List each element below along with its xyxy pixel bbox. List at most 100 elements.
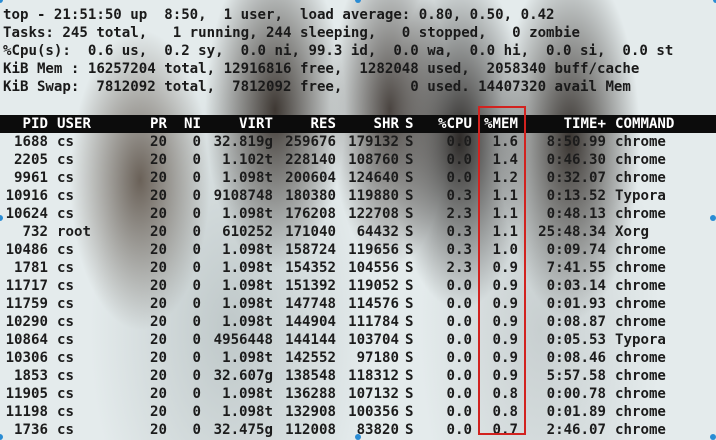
cell-pid: 11198 — [5, 404, 48, 420]
cell-shr: 119880 — [348, 188, 399, 204]
selection-handle-top-left[interactable] — [0, 0, 3, 3]
selection-handle-middle-left[interactable] — [0, 215, 3, 221]
cell-pr: 20 — [150, 188, 167, 204]
cell-ni: 0 — [192, 386, 202, 402]
cell-state: S — [405, 404, 414, 420]
cell-user: cs — [57, 188, 74, 204]
cell-pid: 11717 — [5, 278, 48, 294]
cell-state: S — [405, 350, 414, 366]
column-header-user: USER — [57, 116, 91, 132]
cell-cpu: 2.3 — [446, 206, 472, 222]
cell-res: 132908 — [285, 404, 336, 420]
cell-time: 0:01.89 — [546, 404, 606, 420]
column-header-shr: SHR — [373, 116, 399, 132]
cell-user: cs — [57, 278, 74, 294]
cell-user: cs — [57, 260, 74, 276]
cell-pid: 10486 — [5, 242, 48, 258]
process-row: 2205 cs 20 0 1.102t 228140 108760 S 0.0 1.4 0:46.3… — [0, 151, 716, 169]
process-row: 732 root 20 0 610252 171040 64432 S 0.3 1.1 25:48.… — [0, 223, 716, 241]
cell-virt: 1.098t — [222, 296, 273, 312]
cell-mem: 0.8 — [492, 404, 518, 420]
cell-mem: 0.9 — [492, 368, 518, 384]
cell-cpu: 2.3 — [446, 260, 472, 276]
cell-ni: 0 — [192, 404, 202, 420]
cell-res: 176208 — [285, 206, 336, 222]
cell-shr: 118312 — [348, 368, 399, 384]
cell-state: S — [405, 152, 414, 168]
cell-time: 0:00.78 — [546, 386, 606, 402]
column-header-mem: %MEM — [484, 116, 518, 132]
cell-mem: 0.9 — [492, 350, 518, 366]
cell-mem: 1.1 — [492, 206, 518, 222]
cell-pid: 11759 — [5, 296, 48, 312]
cell-shr: 100356 — [348, 404, 399, 420]
cell-pr: 20 — [150, 332, 167, 348]
cell-pr: 20 — [150, 152, 167, 168]
cell-pr: 20 — [150, 134, 167, 150]
cell-time: 7:41.55 — [546, 260, 606, 276]
cell-pr: 20 — [150, 368, 167, 384]
cell-mem: 1.0 — [492, 242, 518, 258]
cell-virt: 1.098t — [222, 278, 273, 294]
cell-ni: 0 — [192, 242, 202, 258]
selection-handle-top-right[interactable] — [713, 0, 716, 3]
cell-cpu: 0.0 — [446, 314, 472, 330]
cell-ni: 0 — [192, 314, 202, 330]
cell-pid: 9961 — [14, 170, 48, 186]
cell-virt: 4956448 — [213, 332, 273, 348]
cell-ni: 0 — [192, 224, 202, 240]
cell-cpu: 0.3 — [446, 242, 472, 258]
cell-time: 5:57.58 — [546, 368, 606, 384]
cell-state: S — [405, 224, 414, 240]
cell-command: chrome — [615, 278, 666, 294]
cell-state: S — [405, 206, 414, 222]
cell-command: chrome — [615, 242, 666, 258]
column-header-ni: NI — [184, 116, 201, 132]
process-row: 10306 cs 20 0 1.098t 142552 97180 S 0.0 0.9 0:08.4… — [0, 349, 716, 367]
cell-mem: 0.9 — [492, 278, 518, 294]
cell-command: chrome — [615, 296, 666, 312]
process-row: 1853 cs 20 0 32.607g 138548 118312 S 0.0 0.9 5:57.… — [0, 367, 716, 385]
selection-handle-bottom-left[interactable] — [0, 434, 3, 440]
cell-virt: 1.098t — [222, 242, 273, 258]
cell-shr: 103704 — [348, 332, 399, 348]
process-row: 1736 cs 20 0 32.475g 112008 83820 S 0.0 0.7 2:46.0… — [0, 421, 716, 439]
cell-ni: 0 — [192, 368, 202, 384]
cell-ni: 0 — [192, 188, 202, 204]
cell-res: 158724 — [285, 242, 336, 258]
cell-res: 147748 — [285, 296, 336, 312]
cell-user: cs — [57, 206, 74, 222]
cell-pid: 10916 — [5, 188, 48, 204]
column-header-virt: VIRT — [239, 116, 273, 132]
cell-shr: 104556 — [348, 260, 399, 276]
cell-shr: 119052 — [348, 278, 399, 294]
cpu-line: %Cpu(s): 0.6 us, 0.2 sy, 0.0 ni, 99.3 id… — [3, 43, 674, 59]
cell-pid: 1736 — [14, 422, 48, 438]
cell-time: 0:46.30 — [546, 152, 606, 168]
selection-handle-top-middle[interactable] — [355, 0, 361, 3]
selection-handle-bottom-right[interactable] — [710, 434, 716, 440]
cell-user: cs — [57, 314, 74, 330]
cell-pr: 20 — [150, 206, 167, 222]
process-row: 11717 cs 20 0 1.098t 151392 119052 S 0.0 0.9 0:03.… — [0, 277, 716, 295]
cell-command: chrome — [615, 314, 666, 330]
cell-time: 0:32.07 — [546, 170, 606, 186]
selection-handle-middle-right[interactable] — [710, 215, 716, 221]
cell-mem: 1.2 — [492, 170, 518, 186]
cell-state: S — [405, 188, 414, 204]
cell-pid: 11905 — [5, 386, 48, 402]
cell-shr: 97180 — [356, 350, 399, 366]
cell-virt: 9108748 — [213, 188, 273, 204]
swap-line: KiB Swap: 7812092 total, 7812092 free, 0… — [3, 79, 631, 95]
cell-user: cs — [57, 152, 74, 168]
cell-res: 151392 — [285, 278, 336, 294]
selection-handle-bottom-middle[interactable] — [355, 434, 361, 440]
cell-state: S — [405, 368, 414, 384]
cell-pr: 20 — [150, 314, 167, 330]
cell-command: chrome — [615, 170, 666, 186]
cell-state: S — [405, 242, 414, 258]
cell-user: cs — [57, 350, 74, 366]
cell-command: Typora — [615, 332, 666, 348]
